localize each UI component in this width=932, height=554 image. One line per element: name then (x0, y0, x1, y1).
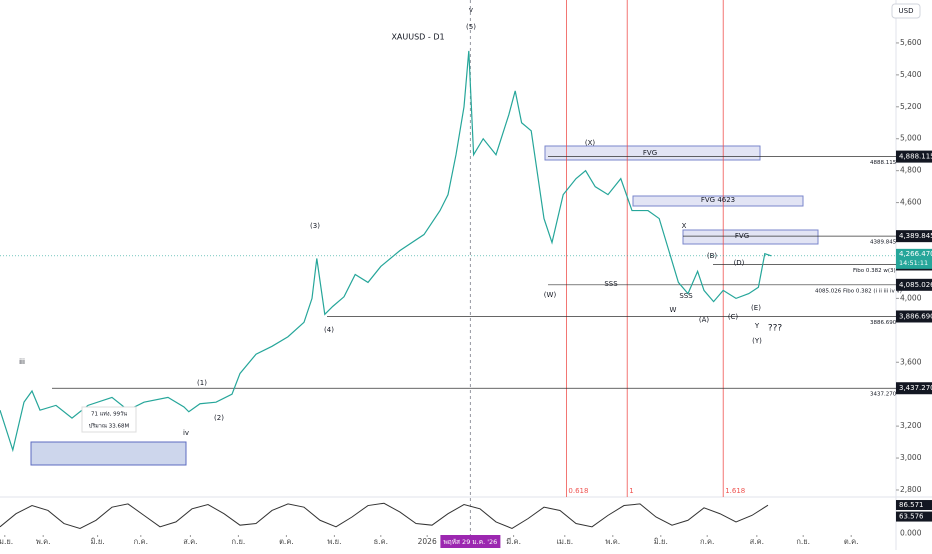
x-tick-label: ก.ย. (796, 537, 810, 546)
wave-label: Y (754, 322, 760, 330)
measure-box (81, 406, 137, 433)
x-tick-label: เม.ย. (0, 537, 13, 546)
wave-label: (D) (734, 259, 745, 267)
fib-time-label: 1 (629, 487, 633, 495)
y-tick-label: 5,200 (900, 102, 922, 111)
level-badge (896, 382, 932, 395)
wave-label: (4) (324, 326, 334, 334)
y-tick-label: 2,800 (900, 485, 922, 494)
y-tick-label: 5,400 (900, 70, 922, 79)
wave-label: (B) (707, 252, 718, 260)
level-note: 3437.270 (870, 392, 897, 398)
x-tick-label: 2026 (418, 537, 437, 546)
level-note: Fibo 0.382 w(3) (853, 268, 896, 274)
osc-badge (896, 500, 932, 511)
y-tick-label: 4,600 (900, 198, 922, 207)
wave-label: ??? (768, 324, 783, 334)
x-tick-label: มิ.ย. (654, 537, 668, 546)
countdown: 14:51:11 (899, 259, 928, 267)
wave-label: FVG 4623 (701, 196, 735, 204)
cursor-badge (440, 535, 501, 548)
fvg-box (682, 229, 819, 245)
currency: USD (899, 7, 914, 15)
fvg-box (632, 195, 804, 207)
wave-label: (E) (751, 304, 761, 312)
wave-label: SSS (679, 292, 693, 300)
wave-label: (C) (728, 313, 739, 321)
y-tick-label: 4,000 (900, 293, 922, 302)
fib-time-label: 1.618 (725, 487, 745, 495)
measure-label: ปริมาณ 33.68M (89, 423, 130, 430)
level-label: 4,389.845 (899, 232, 932, 240)
wave-label: SSS (604, 280, 618, 288)
range-box (30, 441, 187, 466)
chart-title: XAUUSD - D1 (391, 33, 444, 42)
currency-box[interactable] (891, 3, 921, 19)
wave-label: FVG (735, 232, 749, 240)
current-badge (896, 248, 932, 269)
y-tick-label: 4,800 (900, 166, 922, 175)
x-tick-label: ก.ย. (232, 537, 246, 546)
level-note: 4888.115 (870, 160, 897, 166)
wave-label: (A) (699, 316, 710, 324)
y-tick-label: 5,000 (900, 134, 922, 143)
osc-label: 63.576 (899, 513, 924, 521)
y-tick-label: 5,600 (900, 38, 922, 47)
level-badge (896, 150, 932, 163)
y-tick-label: 3,200 (900, 421, 922, 430)
wave-label: iv (183, 429, 189, 437)
osc-tick-label: 0.000 (900, 528, 922, 537)
cursor-label: พฤหัส 29 ม.ค. '26 (444, 538, 498, 546)
x-tick-label: มี.ค. (506, 537, 521, 546)
wave-label: (1) (197, 379, 207, 387)
wave-label: iii (19, 358, 25, 366)
x-tick-label: พ.ค. (36, 537, 51, 546)
level-label: 4,888.115 (899, 153, 932, 161)
oscillator-line (0, 502, 769, 530)
x-tick-label: ธ.ค. (374, 537, 388, 546)
level-note: 4085.026 Fibo 0.382 (i ii iii iv v) (815, 288, 902, 294)
current-label: 4,266.470 (899, 250, 932, 258)
measure-label: 71 แท่ง, 99วัน (91, 411, 127, 418)
wave-label: (5) (466, 23, 476, 31)
x-tick-label: ส.ค. (750, 537, 764, 546)
level-note: 3886.690 (870, 320, 897, 326)
x-tick-label: ต.ค. (844, 537, 859, 546)
x-tick-label: พ.ค. (605, 537, 620, 546)
x-tick-label: ก.ค. (134, 537, 148, 546)
wave-label: (3) (310, 222, 320, 230)
x-tick-label: มิ.ย. (90, 537, 104, 546)
price-line (0, 50, 772, 453)
x-tick-label: พ.ย. (327, 537, 341, 546)
osc-badge (896, 511, 932, 522)
wave-label: v (469, 6, 473, 14)
x-tick-label: ก.ค. (700, 537, 714, 546)
osc-label: 86.571 (899, 501, 924, 509)
y-tick-label: 3,000 (900, 453, 922, 462)
wave-label: (W) (544, 291, 557, 299)
level-label: 3,437.270 (899, 384, 932, 392)
level-badge (896, 230, 932, 243)
level-label: 4,085.026 (899, 281, 932, 289)
level-badge (896, 310, 932, 323)
wave-label: (2) (214, 414, 224, 422)
x-tick-label: ส.ค. (183, 537, 197, 546)
x-tick-label: ต.ค. (279, 537, 294, 546)
level-note: 4389.845 (870, 240, 897, 246)
level-badge (896, 278, 932, 291)
fib-time-label: 0.618 (568, 487, 588, 495)
wave-label: FVG (643, 149, 657, 157)
wave-label: (X) (585, 139, 596, 147)
level-label: 3,886.690 (899, 312, 932, 320)
x-tick-label: เม.ย. (556, 537, 573, 546)
wave-label: X (682, 222, 687, 230)
y-tick-label: 3,600 (900, 357, 922, 366)
wave-label: (Y) (752, 337, 762, 345)
wave-label: W (670, 306, 677, 314)
